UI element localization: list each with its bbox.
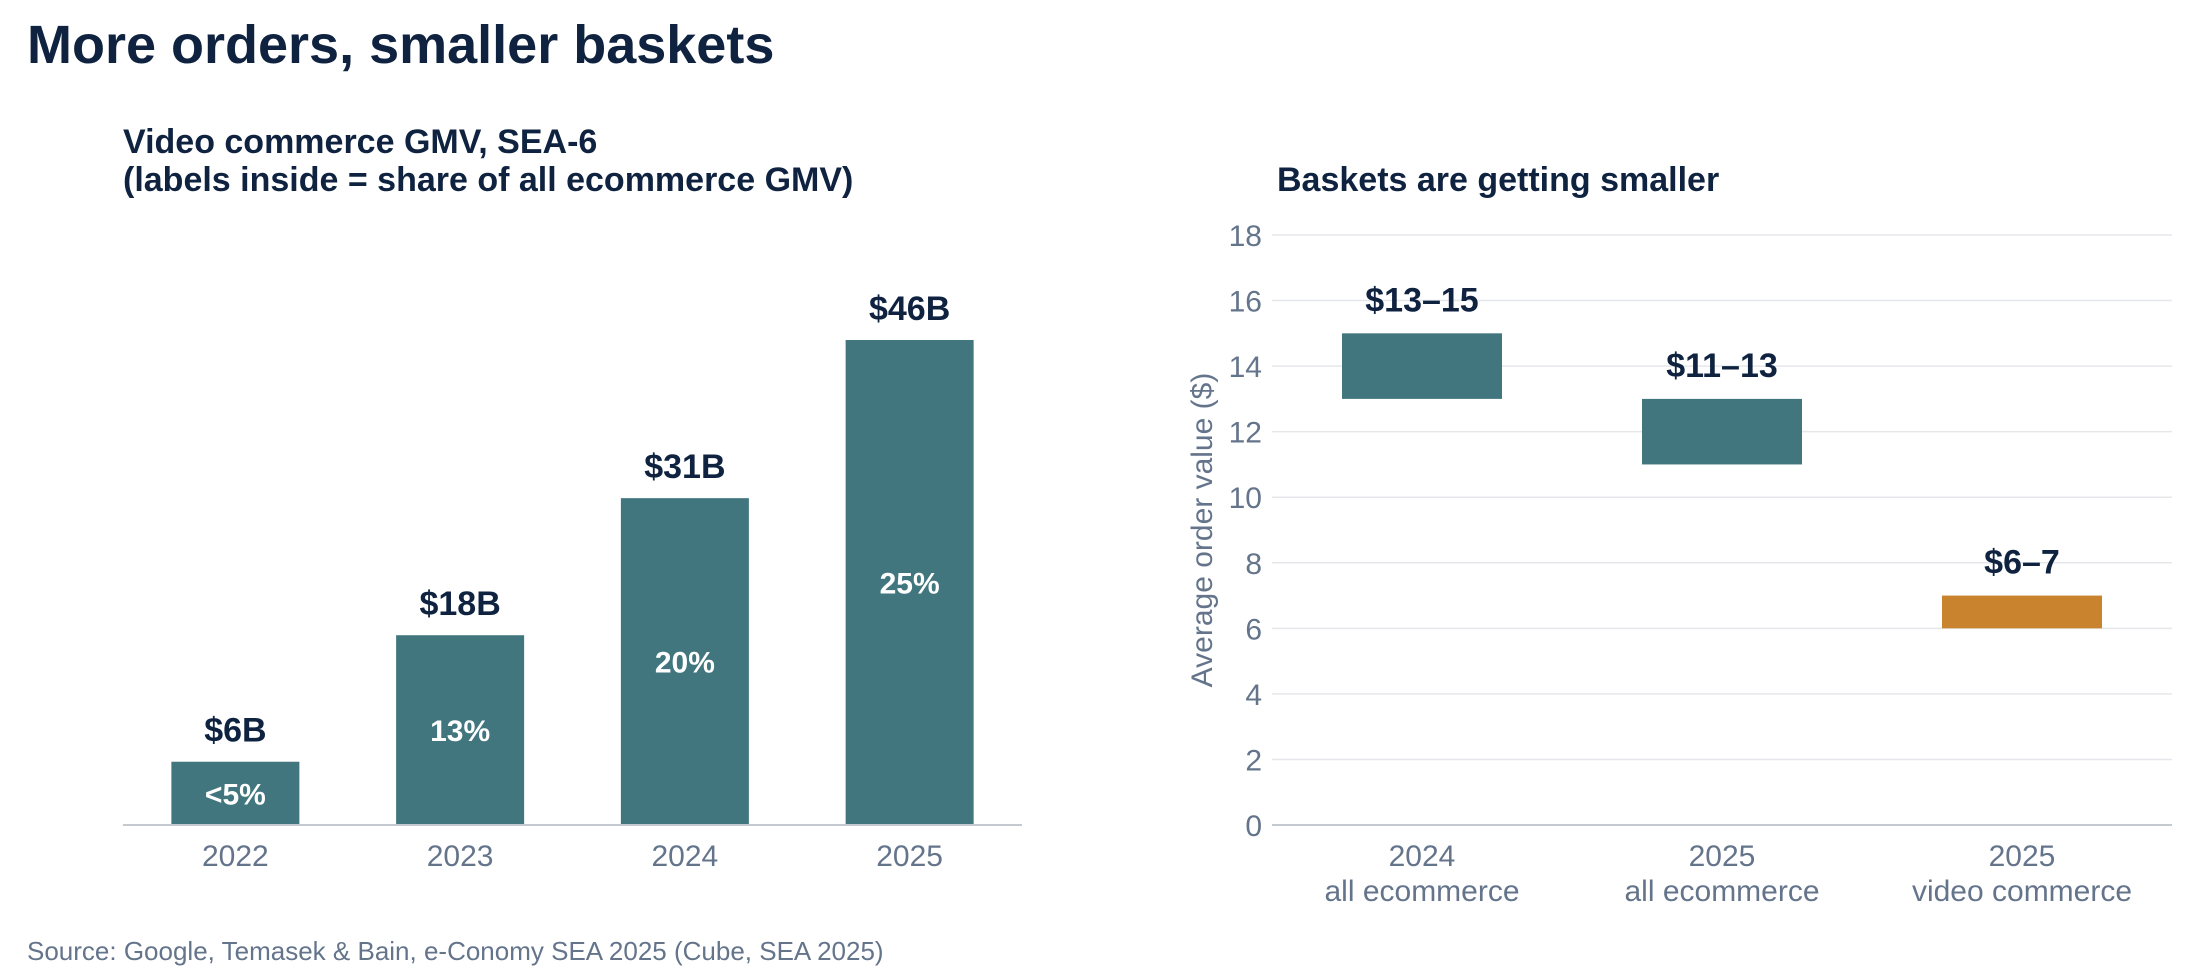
aov-x-tick-label-line2: all ecommerce	[1324, 875, 1519, 908]
gmv-chart-subtitle: (labels inside = share of all ecommerce …	[123, 161, 853, 199]
aov-y-tick-label: 10	[1229, 482, 1262, 515]
aov-y-axis-label: Average order value ($)	[1186, 373, 1219, 688]
gmv-x-tick-label: 2022	[202, 840, 269, 873]
gmv-bar-2025	[845, 340, 974, 825]
aov-range-bar	[1642, 398, 1802, 465]
source-note: Source: Google, Temasek & Bain, e-Conomy…	[27, 936, 884, 966]
aov-x-tick-label-line1: 2025	[1989, 840, 2056, 873]
aov-x-tick-label-line1: 2025	[1689, 840, 1756, 873]
gmv-value-label: $46B	[869, 290, 950, 328]
gmv-bar-2024	[620, 498, 749, 825]
page-title: More orders, smaller baskets	[27, 15, 775, 75]
gmv-value-label: $18B	[419, 585, 500, 623]
aov-y-tick-label: 18	[1229, 220, 1262, 253]
aov-y-tick-label: 0	[1245, 810, 1262, 843]
gmv-share-label: <5%	[205, 778, 266, 811]
aov-chart-title: Baskets are getting smaller	[1277, 161, 1719, 199]
gmv-bars: $6B <5% 2022 $18B 13% 2023 $31B 20% 2024 $46B 25% 2…	[171, 290, 974, 873]
aov-range-label: $13–15	[1365, 281, 1478, 319]
gmv-chart: Video commerce GMV, SEA-6 (labels inside…	[123, 123, 1022, 873]
gmv-value-label: $6B	[204, 712, 266, 750]
aov-range-bar	[1942, 595, 2102, 629]
aov-y-tick-label: 2	[1245, 744, 1262, 777]
gmv-x-tick-label: 2024	[652, 840, 719, 873]
aov-x-tick-label-line2: video commerce	[1912, 875, 2132, 908]
aov-y-tick-label: 4	[1245, 679, 1262, 712]
aov-x-tick-label-line2: all ecommerce	[1624, 875, 1819, 908]
aov-y-tick-label: 8	[1245, 548, 1262, 581]
gmv-chart-title: Video commerce GMV, SEA-6	[123, 123, 597, 161]
aov-chart: Baskets are getting smaller 0 2 4 6 8 10 12 14 1…	[1186, 161, 2172, 908]
aov-y-ticks: 0 2 4 6 8 10 12 14 16 18	[1229, 220, 1262, 843]
aov-range-label: $6–7	[1984, 544, 2060, 582]
aov-range-label: $11–13	[1666, 347, 1778, 385]
aov-y-tick-label: 16	[1229, 286, 1262, 319]
gmv-bar-2022	[171, 761, 300, 825]
gmv-value-label: $31B	[644, 448, 725, 486]
aov-y-tick-label: 14	[1229, 351, 1262, 384]
aov-y-tick-label: 12	[1229, 417, 1262, 450]
gmv-bar-2023	[396, 635, 525, 825]
gmv-x-tick-label: 2023	[427, 840, 494, 873]
gmv-share-label: 13%	[430, 715, 490, 748]
gmv-x-tick-label: 2025	[876, 840, 943, 873]
gmv-share-label: 20%	[655, 647, 715, 680]
aov-x-tick-label-line1: 2024	[1389, 840, 1456, 873]
aov-range-bar	[1342, 333, 1502, 399]
gmv-share-label: 25%	[880, 568, 940, 601]
aov-y-tick-label: 6	[1245, 613, 1262, 646]
